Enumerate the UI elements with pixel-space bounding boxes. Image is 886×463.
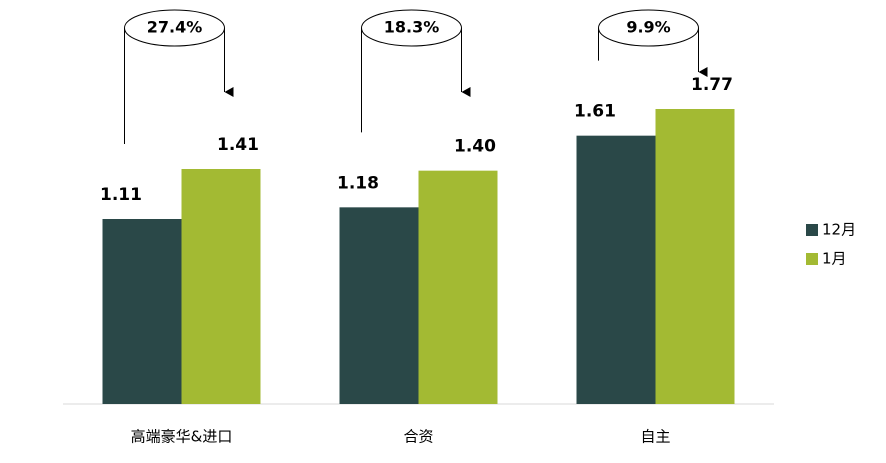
value-label: 1.61 bbox=[574, 102, 616, 122]
annotation-text: 18.3% bbox=[384, 18, 440, 37]
bar bbox=[576, 135, 656, 404]
annotation-bubble bbox=[361, 9, 462, 47]
legend-swatch bbox=[806, 253, 818, 265]
x-tick-label: 自主 bbox=[640, 428, 670, 446]
bar bbox=[102, 219, 182, 404]
x-tick-label: 高端豪华&进口 bbox=[131, 428, 233, 446]
bar bbox=[339, 207, 419, 404]
value-label: 1.41 bbox=[217, 135, 259, 155]
annotation-text: 9.9% bbox=[626, 18, 670, 37]
value-label: 1.40 bbox=[454, 137, 496, 157]
value-label: 1.77 bbox=[691, 75, 733, 95]
value-label: 1.18 bbox=[337, 173, 379, 193]
value-label: 1.11 bbox=[100, 185, 142, 205]
bar bbox=[181, 169, 261, 404]
x-tick-label: 合资 bbox=[403, 428, 433, 446]
legend-label: 12月 bbox=[822, 221, 856, 239]
bar bbox=[418, 170, 498, 404]
legend-swatch bbox=[806, 224, 818, 236]
annotation-text: 27.4% bbox=[147, 18, 203, 37]
legend-label: 1月 bbox=[822, 250, 847, 268]
bar bbox=[655, 109, 735, 404]
annotation-bubble bbox=[124, 9, 225, 47]
annotation-bubble bbox=[598, 9, 699, 47]
